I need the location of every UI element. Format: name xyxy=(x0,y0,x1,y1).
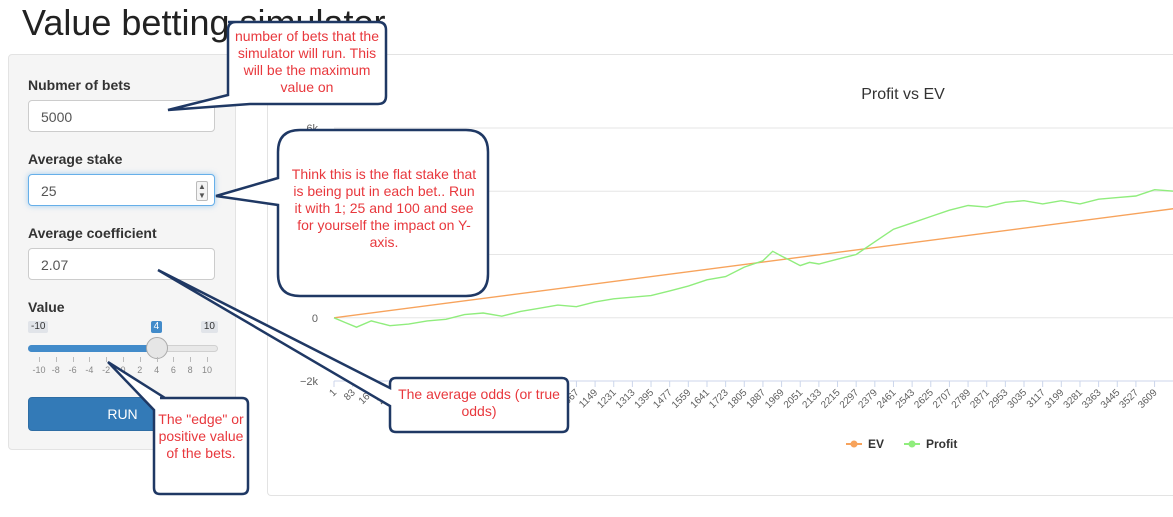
x-tick-label: 3199 xyxy=(1043,387,1067,411)
callout-edge-text: The "edge" or positive value of the bets… xyxy=(158,411,244,461)
slider-grid-tick xyxy=(190,357,192,362)
x-tick-label: 2789 xyxy=(950,387,974,411)
sidebar-panel: Nubmer of bets 5000 Average stake 25 ▲ ▼… xyxy=(8,54,236,450)
bets-label: Nubmer of bets xyxy=(28,77,131,93)
legend-marker-ev xyxy=(850,440,858,448)
x-tick-label: 1969 xyxy=(763,387,787,411)
slider-grid-tick xyxy=(89,357,91,362)
slider-grid-label: -4 xyxy=(85,365,94,375)
x-tick-label: 1149 xyxy=(577,387,600,410)
slider-grid-tick xyxy=(55,357,57,362)
x-tick-label: 2133 xyxy=(800,387,824,411)
x-tick-label: 3035 xyxy=(1006,387,1030,411)
slider-handle[interactable] xyxy=(145,337,168,359)
x-tick-label: 2543 xyxy=(894,387,918,411)
bets-input[interactable]: 5000 xyxy=(28,100,215,132)
x-tick-label: 2051 xyxy=(782,387,806,411)
y-tick-label: 6k xyxy=(306,123,318,135)
x-tick-label: 3363 xyxy=(1080,387,1104,411)
x-tick-label: 2297 xyxy=(838,387,862,411)
x-tick-label: 2871 xyxy=(968,387,992,411)
legend-label-ev: EV xyxy=(868,437,884,451)
x-tick-label: 3609 xyxy=(1136,387,1160,411)
x-tick-label: 247 xyxy=(375,387,395,407)
slider-max-label: 10 xyxy=(200,321,218,333)
x-tick-label: 1641 xyxy=(689,387,713,411)
spinner-down-icon[interactable]: ▼ xyxy=(198,191,206,200)
slider-grid: -10 -8 -6 -4 -2 0 2 4 6 8 10 xyxy=(28,357,218,379)
slider-grid-label: -8 xyxy=(51,365,60,375)
y-tick-label: 0 xyxy=(312,313,318,325)
spinner-up-icon[interactable]: ▲ xyxy=(198,182,206,191)
stake-input[interactable]: 25 ▲ ▼ xyxy=(28,174,215,206)
x-tick-label: 2707 xyxy=(931,387,955,411)
slider-grid-label: 4 xyxy=(154,365,160,375)
x-tick-label: 1559 xyxy=(670,387,694,411)
slider-grid-label: -6 xyxy=(68,365,77,375)
x-tick-label: 3281 xyxy=(1062,387,1086,411)
slider-grid-label: 10 xyxy=(201,365,213,375)
x-tick-label: 1887 xyxy=(745,387,769,411)
slider-grid-label: 8 xyxy=(187,365,193,375)
legend-label-profit: Profit xyxy=(926,437,957,451)
stake-spinner[interactable]: ▲ ▼ xyxy=(196,181,208,201)
x-tick-label: 3117 xyxy=(1025,387,1048,410)
legend-marker-profit xyxy=(908,440,916,448)
x-tick-label: 1477 xyxy=(651,387,675,411)
x-tick-label: 2625 xyxy=(912,387,936,411)
x-tick-label: 1313 xyxy=(614,387,638,411)
x-tick-label: 1723 xyxy=(707,387,731,411)
x-tick-label: 1 xyxy=(327,387,339,399)
y-tick-label: −2k xyxy=(300,376,319,388)
x-tick-label: 1231 xyxy=(595,387,619,411)
coefficient-label: Average coefficient xyxy=(28,225,157,241)
x-tick-label: 3445 xyxy=(1099,387,1123,411)
stake-value: 25 xyxy=(41,183,57,199)
x-tick-label: 1395 xyxy=(633,387,657,411)
value-slider[interactable]: -10 10 4 -10 -8 -6 -4 -2 0 2 4 6 8 10 xyxy=(28,321,218,381)
slider-grid-label: -2 xyxy=(102,365,111,375)
x-tick-label: 1805 xyxy=(726,387,750,411)
x-tick-label: 2461 xyxy=(875,387,899,411)
x-tick-label: 83 xyxy=(342,387,358,403)
slider-grid-tick xyxy=(207,357,208,362)
stake-label: Average stake xyxy=(28,151,123,167)
slider-min-label: -10 xyxy=(28,321,49,333)
coefficient-input[interactable]: 2.07 xyxy=(28,248,215,280)
x-tick-label: 165 xyxy=(357,387,377,407)
slider-grid-tick xyxy=(72,357,74,362)
x-tick-label: 2953 xyxy=(987,387,1011,411)
slider-grid-tick xyxy=(39,357,40,362)
slider-grid-label: 6 xyxy=(170,365,176,375)
slider-grid-tick xyxy=(139,357,141,362)
slider-grid-tick xyxy=(156,357,158,362)
chart-panel: Profit vs EV 6k 4k 2k 0 −2k 1 83 165 247 329 411 493… xyxy=(267,54,1173,496)
slider-grid-label: 2 xyxy=(137,365,143,375)
slider-grid-tick xyxy=(106,357,108,362)
callout-stake-text: Think this is the flat stake that is bei… xyxy=(291,166,477,250)
slider-grid-label: -10 xyxy=(32,365,46,375)
slider-fill xyxy=(28,345,157,352)
x-tick-label: 2379 xyxy=(856,387,880,411)
chart-title: Profit vs EV xyxy=(861,86,945,103)
slider-grid-tick xyxy=(123,357,124,362)
y-tick-label: 2k xyxy=(306,250,318,262)
slider-grid-tick xyxy=(173,357,175,362)
slider-grid-label: 0 xyxy=(120,365,126,375)
value-label: Value xyxy=(28,299,65,315)
callout-bets-text: number of bets that the simulator will r… xyxy=(235,28,379,95)
x-tick-label: 3527 xyxy=(1118,387,1142,411)
slider-value-label: 4 xyxy=(150,321,163,333)
callout-odds-text: The average odds (or true odds) xyxy=(398,386,560,419)
x-tick-label: 2215 xyxy=(819,387,843,411)
